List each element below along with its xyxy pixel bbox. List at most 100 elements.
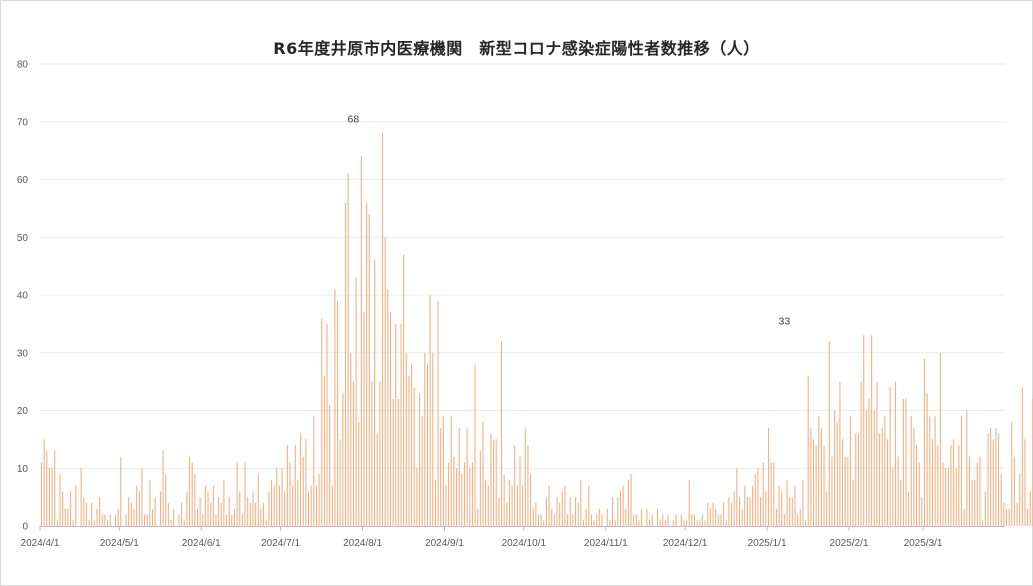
bar [495, 439, 497, 527]
y-tick-label: 80 [17, 60, 29, 71]
bar [913, 427, 915, 526]
bar [490, 433, 492, 526]
bar [635, 514, 637, 526]
bar [699, 520, 701, 526]
bar [730, 502, 733, 526]
bar [210, 502, 212, 526]
bar [659, 520, 661, 526]
bar [540, 514, 542, 526]
bar [614, 520, 616, 526]
bar [225, 514, 228, 526]
bar [625, 508, 627, 526]
bar [99, 497, 101, 527]
bar [114, 514, 117, 526]
bar [559, 502, 561, 526]
bar [667, 514, 669, 526]
bar [453, 456, 455, 526]
bar [971, 479, 973, 526]
bar [791, 497, 793, 527]
bar [331, 485, 333, 526]
bar [458, 427, 460, 526]
bar [797, 514, 799, 526]
bar [379, 381, 381, 527]
bar [80, 468, 82, 526]
bar [368, 214, 370, 526]
bar [154, 497, 156, 527]
bar [945, 468, 947, 526]
bar [955, 468, 957, 526]
bar [543, 520, 545, 526]
y-tick-label: 60 [17, 175, 29, 186]
bar [448, 462, 450, 526]
bar [477, 508, 479, 526]
bar [778, 485, 780, 526]
bar [511, 485, 513, 526]
bar [990, 427, 992, 526]
bar [865, 410, 867, 526]
bar [62, 491, 64, 526]
bar [868, 398, 870, 526]
bar [54, 450, 56, 526]
bar [715, 508, 717, 526]
bar [442, 416, 444, 526]
bar [315, 485, 317, 526]
data-label: 68 [348, 113, 360, 125]
bar [984, 491, 986, 526]
bar [347, 173, 349, 527]
bar [979, 456, 981, 526]
bar [286, 445, 288, 526]
bar [342, 393, 344, 526]
x-tick-label: 2024/5/1 [100, 538, 139, 549]
bar [963, 508, 965, 526]
bar [194, 474, 196, 526]
y-tick-label: 70 [17, 117, 29, 128]
bar [397, 398, 399, 526]
bar [249, 502, 251, 526]
bar [220, 502, 222, 526]
bar [762, 462, 764, 526]
bar [923, 358, 926, 526]
bar [641, 508, 643, 526]
bar [374, 260, 376, 526]
bar [968, 456, 971, 526]
bar [786, 479, 788, 526]
y-tick-label: 30 [17, 348, 29, 359]
bar [717, 514, 719, 526]
bar [432, 352, 434, 526]
bar [273, 485, 275, 526]
bar [255, 502, 257, 526]
bar [633, 514, 635, 526]
bar [627, 479, 629, 526]
bar [839, 381, 841, 527]
bar [424, 352, 426, 526]
bar [960, 416, 963, 526]
bar [263, 502, 265, 526]
bar [1027, 508, 1029, 526]
bar [363, 312, 365, 526]
bar [231, 514, 233, 526]
bar [707, 502, 709, 526]
bar [91, 502, 93, 526]
bar [886, 439, 889, 527]
bar [136, 485, 138, 526]
bar [471, 462, 473, 526]
bar [937, 445, 939, 526]
bar [358, 422, 360, 526]
bar [561, 491, 563, 526]
bar [781, 491, 783, 526]
bar [416, 468, 418, 526]
bar [879, 433, 881, 526]
bar [149, 479, 151, 526]
bar [704, 520, 706, 526]
bar [281, 468, 283, 526]
bar [450, 416, 452, 526]
bar [857, 433, 859, 526]
bar [101, 514, 103, 526]
bar [757, 468, 759, 526]
bar [522, 485, 524, 526]
bar [1011, 422, 1013, 526]
bar [236, 462, 238, 526]
bar [651, 514, 653, 526]
bar [783, 514, 785, 526]
bar [619, 491, 622, 526]
